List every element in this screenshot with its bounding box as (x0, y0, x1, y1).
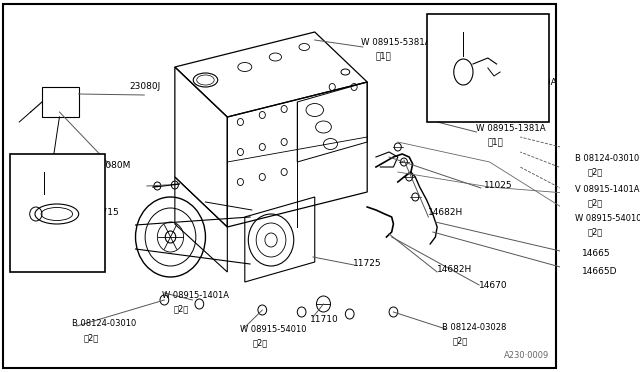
Text: （2）: （2） (84, 334, 99, 343)
Text: （2）: （2） (588, 199, 603, 208)
Text: 11715: 11715 (17, 164, 49, 174)
Text: V 08915-1401A: V 08915-1401A (575, 185, 640, 193)
Text: 23100A: 23100A (522, 77, 557, 87)
Text: W 08915-1401A: W 08915-1401A (162, 291, 228, 299)
Text: （2）: （2） (173, 305, 188, 314)
Text: （2）: （2） (253, 339, 268, 347)
Text: （2）: （2） (588, 228, 603, 237)
Text: （2）: （2） (588, 167, 603, 176)
Text: 11710: 11710 (310, 315, 339, 324)
Text: 14682M: 14682M (434, 24, 473, 34)
Text: 14670: 14670 (479, 280, 508, 289)
Bar (427, 14, 549, 122)
Text: 11725: 11725 (353, 260, 382, 269)
Text: W 08915-5381A: W 08915-5381A (361, 38, 431, 46)
Text: （1）: （1） (488, 138, 504, 147)
Bar (10, 154, 105, 272)
Text: W 08915-1381A: W 08915-1381A (477, 124, 546, 132)
Text: FOR AIR CON: FOR AIR CON (17, 248, 77, 257)
Text: 23080J: 23080J (129, 81, 161, 90)
Text: 14665: 14665 (582, 250, 611, 259)
Text: 14665D: 14665D (582, 267, 618, 276)
Text: 11025: 11025 (483, 180, 512, 189)
Text: FOR AIR CON: FOR AIR CON (434, 101, 493, 110)
Text: 14682H: 14682H (428, 208, 463, 217)
Text: 14682H: 14682H (437, 266, 472, 275)
Text: 11715: 11715 (91, 208, 120, 217)
Text: W 08915-54010: W 08915-54010 (575, 214, 640, 222)
Text: B 08124-03010: B 08124-03010 (72, 320, 136, 328)
Text: （1）: （1） (376, 51, 392, 61)
Text: B 08124-03028: B 08124-03028 (442, 323, 506, 331)
Text: B 08124-03010: B 08124-03010 (575, 154, 639, 163)
Text: A230·0009: A230·0009 (504, 351, 549, 360)
Text: W 08915-54010: W 08915-54010 (241, 324, 307, 334)
Text: 23080M: 23080M (95, 160, 131, 170)
Text: （2）: （2） (453, 337, 468, 346)
